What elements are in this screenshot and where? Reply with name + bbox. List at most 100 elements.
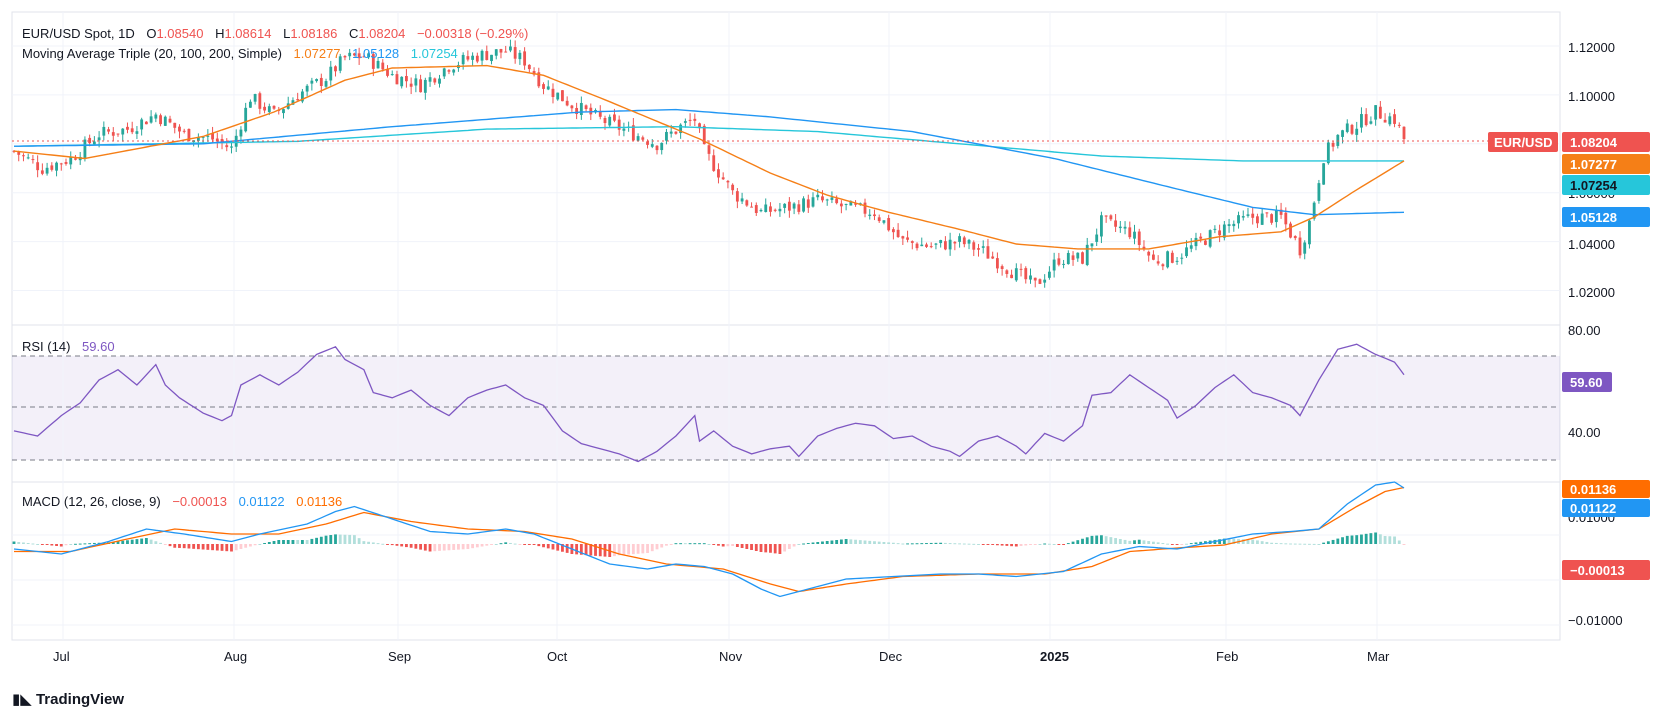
macd-hist-bar [891,542,895,544]
macd-hist-bar [650,544,654,552]
candle-body [1308,220,1311,245]
ma100-line [14,108,1405,216]
macd-hist-legend-value: −0.00013 [172,494,227,509]
candle-body [1085,244,1089,266]
macd-hist-bar [1152,541,1155,544]
macd-hist-bar [594,544,597,556]
candle-body [1109,215,1113,220]
candle-body [395,74,399,85]
candle-body [1000,266,1004,269]
macd-hist-bar [1350,535,1354,544]
candle-body [896,229,900,238]
candle-body [1232,223,1236,227]
macd-hist-bar [603,544,607,557]
macd-hist-bar [991,544,995,545]
macd-hist-bar [405,544,408,548]
candle-body [239,129,243,137]
macd-hist-bar [1071,541,1075,544]
macd-hist-bar [22,542,25,544]
ma100-legend-value: 1.05128 [352,46,399,61]
macd-hist-bar [896,543,900,545]
macd-hist-bar [92,542,96,544]
candle-body [1345,123,1349,132]
macd-hist-bar [1000,544,1004,546]
macd-hist-bar [523,544,527,545]
candle-body [735,191,739,202]
candle-body [925,244,928,247]
candle-body [693,118,697,121]
candle-body [83,139,87,158]
macd-hist-bar [1222,538,1226,544]
time-tick-oct: Oct [547,649,568,664]
candle-body [665,131,668,141]
candle-body [348,52,352,57]
candle-body [447,70,451,72]
candle-body [995,258,999,269]
candle-body [267,106,271,113]
candle-body [168,118,172,123]
macd-hist-bar [173,544,177,548]
candle-body [1005,270,1009,274]
svg-text:EUR/USD: EUR/USD [1494,135,1553,150]
candle-body [1251,213,1255,218]
tag-ma20: 1.07277 [1562,154,1650,174]
macd-hist-bar [343,534,347,544]
macd-hist-bar [920,543,924,545]
candle-body [154,114,158,119]
tradingview-logo[interactable]: ▮◣ TradingView [12,690,124,708]
time-tick-dec: Dec [879,649,903,664]
macd-hist-bar [215,544,219,551]
candle-body [589,107,593,115]
candle-body [1100,215,1103,237]
candle-body [305,85,309,92]
macd-hist-bar [1241,539,1245,544]
candle-body [726,180,730,183]
macd-hist-bar [750,544,753,550]
candle-body [773,209,777,211]
candle-body [471,55,475,60]
candle-body [1374,105,1378,120]
macd-hist-bar [400,544,404,547]
macd-hist-bar [1232,538,1236,544]
macd-hist-bar [144,538,148,544]
close-label: C [349,26,358,41]
time-tick-feb: Feb [1216,649,1238,664]
candle-body [173,122,177,128]
candle-body [494,49,498,56]
candle-body [31,159,35,161]
macd-hist-bar [1043,543,1047,545]
macd-hist-bar [1345,535,1349,544]
candle-body [849,201,853,206]
macd-hist-bar [466,544,470,549]
macd-hist-bar [211,544,214,551]
candle-body [537,72,541,87]
macd-hist-bar [849,539,853,544]
macd-hist-bar [1397,540,1401,544]
candle-body [1010,274,1013,279]
macd-hist-bar [1038,544,1042,545]
candle-body [1175,260,1179,262]
macd-hist-bar [324,535,328,544]
candle-body [272,105,276,109]
candle-body [669,131,673,134]
candle-body [475,55,479,62]
macd-hist-bar [527,544,531,545]
macd-hist-bar [338,534,342,544]
macd-hist-bar [1014,544,1018,547]
macd-hist-bar [901,543,905,545]
candle-body [1033,277,1037,281]
candle-body [466,56,470,60]
candle-body [1260,213,1264,225]
macd-hist-bar [925,543,928,545]
macd-hist-bar [296,540,300,544]
macd-hist-bar [1019,544,1023,546]
macd-hist-bar [390,544,394,546]
macd-hist-bar [778,544,782,554]
candle-body [721,177,725,180]
candle-body [1024,268,1028,280]
macd-hist-bar [130,539,134,544]
macd-hist-bar [1331,539,1335,544]
macd-hist-bar [967,543,971,545]
macd-hist-bar [882,542,886,544]
candle-body [1378,106,1382,119]
